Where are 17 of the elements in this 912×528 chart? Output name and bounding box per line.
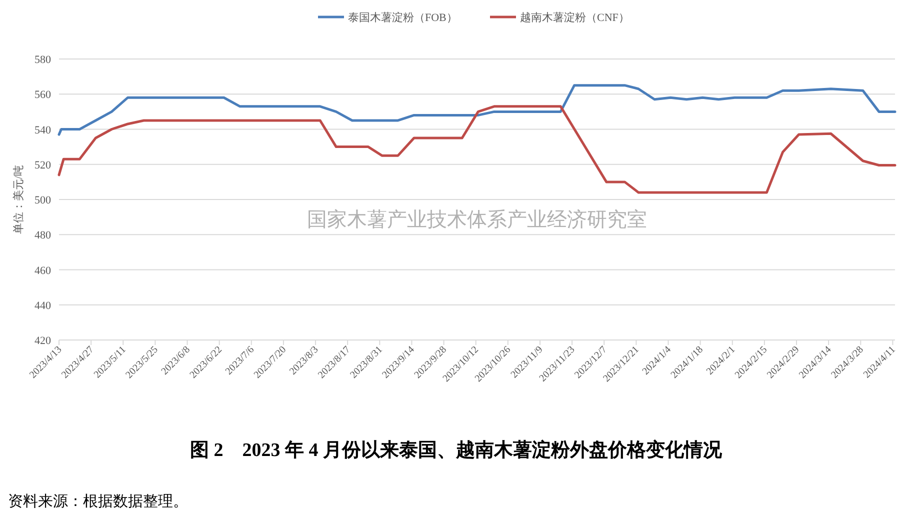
y-tick-label: 480 [34,230,52,242]
y-tick-label: 440 [34,300,52,312]
line-series [58,105,896,194]
legend-label: 越南木薯淀粉（CNF） [520,11,630,24]
y-tick-label: 500 [34,194,52,206]
y-tick-label: 560 [34,89,52,102]
y-tick-label: 540 [34,124,52,136]
line-series [58,84,896,136]
annotation: 国家木薯产业技术体系产业经济研究室 [307,208,647,231]
legend-label: 泰国木薯淀粉（FOB） [348,11,458,24]
text: 资料来源：根据数据整理。 [8,493,188,510]
y-tick-label: 460 [34,264,52,277]
text: 图 2 2023 年 4 月份以来泰国、越南木薯淀粉外盘价格变化情况 [190,439,723,461]
y-axis-title: 单位：美元/吨 [12,164,25,234]
y-tick-label: 520 [34,159,52,172]
y-tick-label: 420 [34,335,52,347]
y-tick-label: 580 [34,54,52,66]
